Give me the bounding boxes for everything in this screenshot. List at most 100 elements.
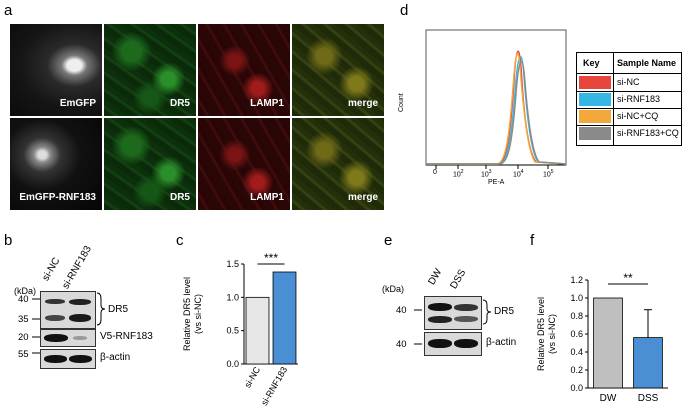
blot-e-label: DR5 [494, 306, 515, 317]
blot-e-marker-ticks [414, 309, 422, 345]
blot-e-label: β-actin [486, 337, 517, 348]
legend-swatch-si-rnf183 [579, 93, 611, 106]
y-tick-label: 0.6 [570, 329, 583, 339]
x-tick-label: DSS [638, 393, 659, 404]
micrograph-emgfp-rnf183: EmGFP-RNF183 [10, 118, 102, 210]
blot-b-label: DR5 [108, 304, 129, 315]
histogram-ylabel: Count [398, 93, 405, 112]
legend-swatch-si-nc [579, 76, 611, 89]
legend-header-key: Key [583, 58, 600, 68]
y-tick-label: 1.0 [226, 292, 239, 302]
panel-letter-a: a [4, 2, 13, 19]
blot-e-lane-label: DW [426, 267, 445, 287]
micrograph-caption: merge [347, 98, 378, 109]
blot-b-actin [40, 349, 96, 369]
blot-e-kda-label: (kDa) [382, 284, 404, 294]
micrograph-caption: DR5 [169, 192, 190, 203]
legend-header-sample: Sample Name [617, 58, 677, 68]
legend-label: si-RNF183+CQ [617, 128, 679, 138]
panel-letter-b: b [4, 232, 13, 249]
histogram-xtick: 103 [481, 169, 492, 179]
histogram-xlabel: PE-A [488, 179, 505, 186]
histogram-legend: Key Sample Name si-NC si-RNF183 si-NC+CQ… [576, 52, 682, 146]
blot-e-bracket [482, 299, 492, 325]
legend-swatch-si-nc-cq [579, 110, 611, 123]
bar-si-nc [245, 296, 270, 365]
histogram-xtick: 0 [433, 169, 437, 176]
panel-letter-f: f [530, 232, 535, 249]
blot-b-marker: 55 [18, 349, 29, 360]
histogram-xtick: 104 [513, 169, 524, 179]
micrograph-dr5-2: DR5 [104, 118, 196, 210]
bar-chart-f: 0.0 0.2 0.4 0.6 0.8 1.0 1.2 Relative DR5 level(… [536, 271, 668, 404]
blot-b-label: V5-RNF183 [100, 331, 153, 342]
legend-swatch-si-rnf183-cq [579, 127, 611, 140]
y-tick-label: 0.2 [570, 365, 583, 375]
histogram-xtick: 105 [543, 169, 554, 179]
legend-label: si-NC+CQ [617, 111, 659, 121]
y-axis-label: Relative DR5 level [536, 297, 546, 371]
blot-e-actin [424, 332, 482, 356]
blot-e-marker: 40 [396, 339, 407, 350]
y-axis-label: (vs si-NC) [547, 314, 557, 354]
micrograph-emgfp: EmGFP [10, 24, 102, 116]
y-tick-label: 0.5 [226, 326, 239, 336]
blot-b-marker: 40 [18, 294, 29, 305]
y-tick-label: 0.0 [570, 383, 583, 393]
bar-dw [593, 297, 623, 389]
bar-dss [633, 337, 663, 389]
blot-b-marker: 35 [18, 314, 29, 325]
y-tick-label: 1.2 [570, 275, 583, 285]
blot-b-marker: 20 [18, 332, 29, 343]
micrograph-caption: EmGFP-RNF183 [19, 192, 96, 203]
blot-b-dr5 [40, 291, 96, 329]
x-tick-label: si-NC [242, 365, 262, 390]
blot-b-lane-label: si-NC [40, 255, 63, 283]
legend-label: si-NC [617, 77, 640, 87]
legend-label: si-RNF183 [617, 94, 661, 104]
micrograph-merge: merge [292, 24, 384, 116]
blot-b-lane-label: si-RNF183 [60, 244, 94, 291]
bar-si-rnf183 [272, 271, 297, 365]
y-tick-label: 0.0 [226, 359, 239, 369]
y-axis-label: Relative DR5 level [182, 277, 192, 351]
blot-e-dr5 [424, 296, 482, 330]
y-tick-label: 1.5 [226, 259, 239, 269]
blot-b-marker-ticks [32, 298, 40, 354]
bar-chart-c: 0.0 0.5 1.0 1.5 Relative DR5 level (vs si-NC)… [182, 252, 298, 407]
histogram-curve-si-nc [426, 50, 567, 165]
blot-b-v5 [40, 329, 96, 347]
histogram-curve-si-nc-cq [426, 53, 567, 165]
y-tick-label: 1.0 [570, 293, 583, 303]
x-tick-label: si-RNF183 [259, 365, 289, 407]
histogram-xtick: 102 [453, 169, 464, 179]
significance-stars: ** [623, 271, 633, 285]
micrograph-caption: merge [347, 192, 378, 203]
y-axis-label: (vs si-NC) [193, 294, 203, 334]
x-tick-label: DW [600, 393, 617, 404]
micrograph-caption: EmGFP [59, 98, 96, 109]
panel-letter-d: d [400, 2, 409, 19]
blot-e-marker: 40 [396, 305, 407, 316]
blot-b-kda-label: (kDa) [14, 286, 36, 296]
significance-stars: *** [264, 252, 278, 265]
blot-e-lane-label: DSS [448, 267, 469, 291]
micrograph-lamp1-2: LAMP1 [198, 118, 290, 210]
panel-letter-c: c [176, 232, 184, 249]
micrograph-lamp1: LAMP1 [198, 24, 290, 116]
micrograph-caption: LAMP1 [250, 192, 284, 203]
blot-b-bracket [96, 292, 106, 326]
panel-letter-e: e [384, 232, 393, 249]
histogram-curve-si-rnf183 [426, 55, 567, 165]
flow-histogram-svg [425, 29, 567, 169]
histogram-frame [425, 29, 567, 166]
micrograph-caption: DR5 [169, 98, 190, 109]
y-tick-label: 0.4 [570, 347, 583, 357]
histogram-ticks [435, 165, 549, 169]
micrograph-caption: LAMP1 [250, 98, 284, 109]
micrograph-merge-2: merge [292, 118, 384, 210]
micrograph-dr5: DR5 [104, 24, 196, 116]
blot-b-label: β-actin [100, 352, 131, 363]
flow-histogram-panel: Count PE-A 0 102 103 104 105 [398, 22, 578, 192]
histogram-curve-si-rnf183-cq [426, 60, 567, 165]
